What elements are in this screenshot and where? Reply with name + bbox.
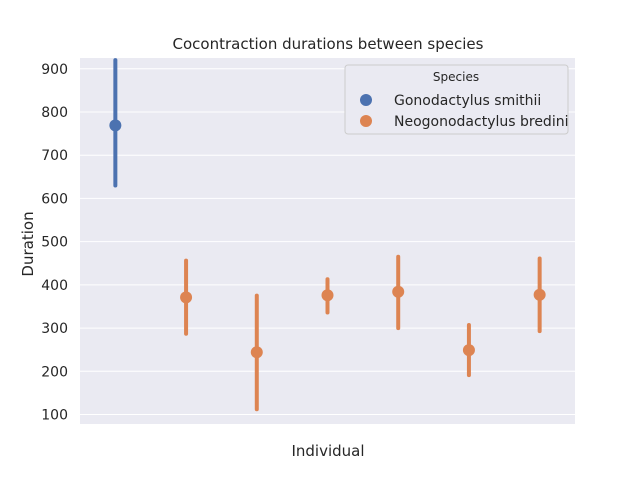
gridlines (80, 68, 575, 415)
legend-label-gonodactylus: Gonodactylus smithii (394, 93, 541, 109)
point-6 (533, 288, 546, 301)
point-2 (250, 346, 263, 359)
legend-marker-gonodactylus (360, 94, 372, 106)
point-0 (109, 119, 122, 132)
y-tick-label-800: 800 (41, 105, 68, 121)
legend-box (344, 64, 569, 135)
legend-marker-neogonodactylus (360, 115, 372, 127)
legend-title: Species (433, 70, 479, 84)
point-3 (321, 289, 334, 302)
y-tick-label-700: 700 (41, 148, 68, 164)
y-tick-label-500: 500 (41, 235, 68, 251)
y-tick-label-100: 100 (41, 407, 68, 423)
point-5 (462, 344, 475, 357)
y-tick-label-300: 300 (41, 321, 68, 337)
y-tick-label-200: 200 (41, 364, 68, 380)
point-1 (180, 291, 193, 304)
point-4 (392, 285, 405, 298)
y-axis-label: Duration (19, 211, 37, 276)
data-points (109, 58, 546, 412)
y-tick-label-900: 900 (41, 62, 68, 78)
x-axis-label: Individual (291, 442, 364, 460)
chart-title: Cocontraction durations between species (173, 35, 484, 53)
legend: Species Gonodactylus smithii Neogonodact… (344, 64, 569, 135)
y-tick-label-400: 400 (41, 278, 68, 294)
legend-label-neogonodactylus: Neogonodactylus bredini (394, 114, 568, 130)
y-tick-label-600: 600 (41, 191, 68, 207)
y-tick-labels: 100 200 300 400 500 600 700 800 900 (41, 62, 68, 424)
